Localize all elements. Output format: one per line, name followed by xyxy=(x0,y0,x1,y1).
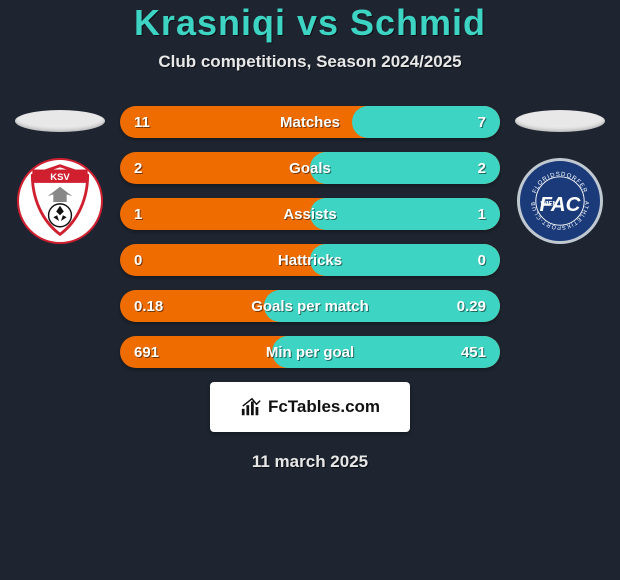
main-row: KSV 11 Matches 7 2 Goals 2 1 Assists 1 0 Hattricks… xyxy=(0,100,620,368)
player-photo-placeholder-right xyxy=(515,110,605,132)
player-photo-placeholder-left xyxy=(15,110,105,132)
stat-bar: 2 Goals 2 xyxy=(120,152,500,184)
svg-text:FAC: FAC xyxy=(540,193,582,216)
fac-crest-icon: FLORIDSDORFER ATHLETIKSPORT-CLUB WIEN FA… xyxy=(520,158,600,244)
branding-text: FcTables.com xyxy=(268,397,380,417)
stat-bar: 1 Assists 1 xyxy=(120,198,500,230)
stat-bar: 11 Matches 7 xyxy=(120,106,500,138)
stat-value-left: 0 xyxy=(134,252,142,269)
date-label: 11 march 2025 xyxy=(252,452,368,472)
stats-column: 11 Matches 7 2 Goals 2 1 Assists 1 0 Hattricks 0 0.1… xyxy=(120,100,500,368)
svg-text:KSV: KSV xyxy=(50,172,70,183)
stat-label: Goals per match xyxy=(251,298,369,315)
stat-bar: 691 Min per goal 451 xyxy=(120,336,500,368)
stat-value-left: 11 xyxy=(134,114,150,131)
stat-value-left: 0.18 xyxy=(134,298,163,315)
branding-badge[interactable]: FcTables.com xyxy=(210,382,410,432)
stat-bar: 0 Hattricks 0 xyxy=(120,244,500,276)
comparison-card: Krasniqi vs Schmid Club competitions, Se… xyxy=(0,0,620,472)
left-player-col: KSV xyxy=(0,100,120,244)
stat-fill-right xyxy=(310,152,500,184)
ksv-crest-icon: KSV xyxy=(19,158,101,244)
page-subtitle: Club competitions, Season 2024/2025 xyxy=(158,52,461,72)
stat-value-right: 2 xyxy=(478,160,486,177)
stat-label: Min per goal xyxy=(266,344,354,361)
stat-fill-right xyxy=(310,198,500,230)
stat-label: Matches xyxy=(280,114,340,131)
stat-value-left: 1 xyxy=(134,206,142,223)
club-crest-left: KSV xyxy=(17,158,103,244)
page-title: Krasniqi vs Schmid xyxy=(134,2,486,44)
club-crest-right: FLORIDSDORFER ATHLETIKSPORT-CLUB WIEN FA… xyxy=(517,158,603,244)
right-player-col: FLORIDSDORFER ATHLETIKSPORT-CLUB WIEN FA… xyxy=(500,100,620,244)
stat-bar: 0.18 Goals per match 0.29 xyxy=(120,290,500,322)
stat-value-left: 691 xyxy=(134,344,159,361)
stat-value-right: 7 xyxy=(478,114,486,131)
chart-icon xyxy=(240,396,262,418)
stat-value-left: 2 xyxy=(134,160,142,177)
stat-value-right: 451 xyxy=(461,344,486,361)
stat-value-right: 0.29 xyxy=(457,298,486,315)
stat-label: Goals xyxy=(289,160,331,177)
stat-value-right: 0 xyxy=(478,252,486,269)
stat-value-right: 1 xyxy=(478,206,486,223)
stat-label: Hattricks xyxy=(278,252,342,269)
stat-label: Assists xyxy=(283,206,336,223)
